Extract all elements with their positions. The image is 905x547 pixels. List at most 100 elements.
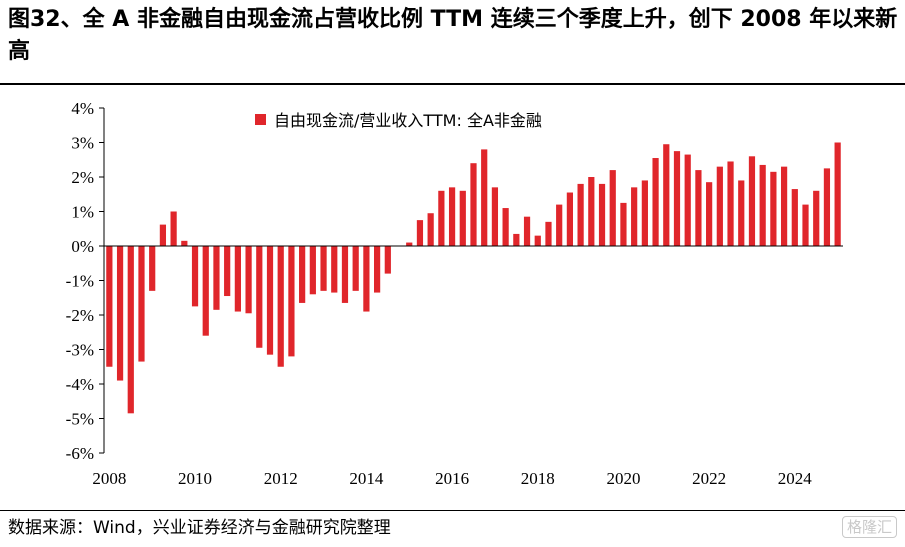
bar bbox=[299, 246, 306, 303]
bar bbox=[427, 213, 434, 246]
bar bbox=[598, 183, 606, 246]
bar bbox=[406, 242, 413, 246]
bar bbox=[588, 177, 595, 246]
x-axis: 2008 2010 2012 2014 2016 2018 2020 2022 2024 bbox=[92, 245, 843, 488]
bar bbox=[106, 246, 113, 367]
bar bbox=[149, 246, 156, 291]
chart-title: 图32、全 A 非金融自由现金流占营收比例 TTM 连续三个季度上升，创下 20… bbox=[8, 7, 898, 64]
bar bbox=[331, 246, 338, 293]
bar bbox=[802, 204, 809, 246]
bar bbox=[266, 246, 274, 355]
y-tick-label: 1% bbox=[71, 203, 94, 222]
bar bbox=[770, 171, 777, 246]
bar bbox=[609, 170, 616, 246]
bar bbox=[566, 192, 573, 246]
data-source: 数据来源：Wind，兴业证券经济与金融研究院整理 bbox=[8, 518, 391, 538]
bar bbox=[641, 180, 648, 246]
bar bbox=[416, 220, 424, 246]
watermark: 格隆汇 bbox=[841, 516, 897, 538]
bar bbox=[556, 204, 563, 246]
bar bbox=[170, 211, 177, 246]
bar bbox=[277, 246, 284, 367]
y-tick-label: -2% bbox=[66, 306, 94, 325]
bar bbox=[470, 163, 477, 246]
bar bbox=[631, 187, 638, 246]
bar bbox=[384, 246, 391, 274]
x-tick-label: 2018 bbox=[521, 469, 555, 488]
bar bbox=[159, 224, 167, 246]
bar bbox=[309, 246, 316, 295]
bar bbox=[438, 190, 445, 246]
bar bbox=[191, 246, 199, 307]
bar bbox=[813, 190, 820, 246]
bar bbox=[127, 246, 134, 414]
bar bbox=[545, 221, 552, 246]
bar bbox=[823, 168, 831, 247]
top-divider bbox=[0, 83, 905, 85]
bar-series bbox=[106, 142, 841, 414]
x-tick-label: 2012 bbox=[264, 469, 298, 488]
bar bbox=[116, 246, 124, 381]
x-tick-label: 2022 bbox=[692, 469, 726, 488]
bar bbox=[663, 144, 670, 246]
bar bbox=[791, 189, 798, 246]
bar bbox=[352, 246, 359, 291]
bar bbox=[513, 233, 520, 246]
bar bbox=[363, 246, 370, 312]
x-tick-label: 2008 bbox=[92, 469, 126, 488]
x-tick-label: 2024 bbox=[778, 469, 813, 488]
y-tick-label: -4% bbox=[66, 375, 94, 394]
bar bbox=[234, 246, 241, 312]
legend-label: 自由现金流/营业收入TTM: 全A非金融 bbox=[274, 111, 542, 130]
bar bbox=[374, 246, 381, 293]
y-tick-label: -1% bbox=[66, 272, 94, 291]
bar bbox=[706, 182, 713, 246]
bottom-divider bbox=[0, 510, 905, 511]
bar bbox=[695, 170, 702, 246]
bar bbox=[256, 246, 263, 348]
bar bbox=[202, 246, 209, 336]
x-tick-label: 2014 bbox=[349, 469, 384, 488]
bar bbox=[620, 202, 627, 247]
y-tick-label: -5% bbox=[66, 410, 94, 429]
bar bbox=[716, 166, 723, 246]
bar bbox=[181, 240, 188, 246]
x-tick-label: 2010 bbox=[178, 469, 212, 488]
bar bbox=[834, 142, 841, 246]
bar bbox=[577, 183, 584, 246]
bar bbox=[652, 158, 659, 246]
bar bbox=[288, 246, 295, 357]
y-tick-label: 2% bbox=[71, 168, 94, 187]
bar bbox=[245, 246, 252, 314]
bar bbox=[523, 216, 531, 246]
bar bbox=[448, 187, 456, 246]
bar bbox=[727, 161, 734, 246]
bar bbox=[738, 180, 745, 246]
bar bbox=[224, 246, 231, 297]
y-tick-label: 4% bbox=[71, 99, 94, 118]
bar bbox=[502, 208, 509, 246]
y-tick-label: -6% bbox=[66, 444, 94, 463]
bar bbox=[481, 149, 488, 246]
bar bbox=[320, 246, 327, 291]
bar bbox=[491, 187, 499, 246]
legend: 自由现金流/营业收入TTM: 全A非金融 bbox=[255, 111, 542, 130]
y-tick-label: 0% bbox=[71, 237, 94, 256]
legend-swatch bbox=[255, 114, 266, 125]
bar bbox=[673, 151, 681, 247]
y-axis: -6% -5% -4% -3% -2% -1% 0% 1% 2% 3% 4% bbox=[66, 99, 105, 463]
y-tick-label: -3% bbox=[66, 341, 94, 360]
bar-chart: -6% -5% -4% -3% -2% -1% 0% 1% 2% 3% 4% 2008 2010 201… bbox=[66, 99, 843, 488]
bar bbox=[138, 246, 145, 362]
bar bbox=[459, 190, 466, 246]
bar bbox=[684, 154, 691, 246]
bar bbox=[759, 164, 766, 246]
x-tick-label: 2020 bbox=[606, 469, 640, 488]
bar bbox=[748, 156, 756, 246]
bar bbox=[534, 235, 541, 246]
bar bbox=[213, 246, 220, 310]
y-tick-label: 3% bbox=[71, 134, 94, 153]
x-tick-label: 2016 bbox=[435, 469, 469, 488]
bar bbox=[341, 246, 349, 303]
bar bbox=[780, 166, 788, 246]
